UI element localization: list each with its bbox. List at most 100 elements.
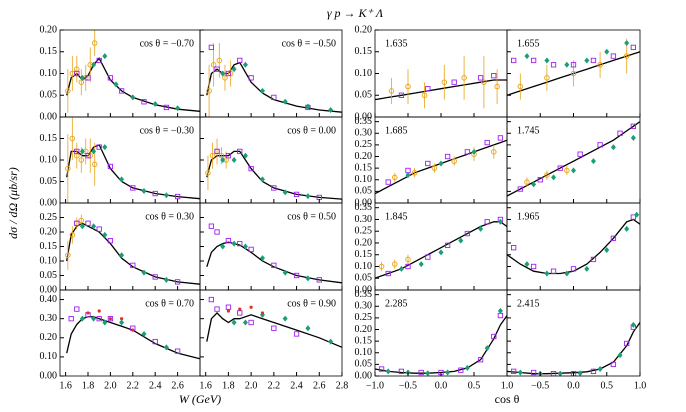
- panel-label: cos θ = 0.50: [287, 211, 336, 222]
- data-point: [208, 44, 215, 51]
- data-point: [530, 263, 537, 270]
- data-point: [624, 340, 630, 347]
- data-point: [610, 361, 617, 368]
- data-point: [557, 370, 563, 376]
- y-tick-label: 0.20: [40, 24, 58, 35]
- data-point: [590, 158, 596, 165]
- x-tick-label: 1.0: [634, 380, 647, 391]
- data-point: [584, 265, 590, 272]
- plot-area: [507, 38, 640, 100]
- data-point: [530, 57, 537, 64]
- data-point: [464, 364, 470, 371]
- plot-area: [205, 138, 342, 201]
- data-point: [222, 75, 228, 81]
- y-tick-label: 0.00: [355, 370, 373, 381]
- data-point: [259, 87, 265, 94]
- data-point: [441, 79, 448, 85]
- y-tick-label: 0.20: [40, 332, 58, 343]
- x-tick-label: 1.8: [82, 380, 95, 391]
- y-tick-label: 0.10: [355, 174, 373, 185]
- data-point: [398, 265, 404, 272]
- data-point: [328, 338, 334, 345]
- y-tick-label: 0.10: [40, 68, 58, 79]
- data-point: [91, 40, 98, 46]
- data-point: [464, 230, 471, 237]
- plot-area: [65, 30, 200, 113]
- data-point: [260, 311, 265, 315]
- data-point: [271, 325, 277, 331]
- data-point: [517, 83, 524, 90]
- x-tick-label: 2.0: [104, 380, 117, 391]
- data-point: [118, 88, 125, 94]
- x-tick-label: 1.8: [222, 380, 235, 391]
- y-tick-label: 0.35: [355, 116, 373, 127]
- data-point: [494, 83, 500, 90]
- data-point: [85, 75, 91, 81]
- data-point: [102, 53, 108, 60]
- panel-label: 1.655: [517, 38, 540, 49]
- data-point: [205, 170, 211, 176]
- data-point: [511, 57, 517, 64]
- data-point: [570, 62, 577, 68]
- data-point: [102, 144, 108, 151]
- model-curve: [375, 139, 507, 195]
- data-point: [225, 70, 232, 77]
- data-point: [590, 57, 597, 64]
- data-point: [604, 48, 610, 55]
- x-tick-label: 2.0: [245, 380, 258, 391]
- data-point: [163, 192, 169, 199]
- data-point: [174, 193, 181, 200]
- data-point: [120, 317, 124, 321]
- data-point: [85, 153, 91, 159]
- y-tick-label: 0.20: [40, 226, 58, 237]
- data-point: [248, 246, 254, 253]
- y-tick-label: 0.10: [355, 68, 373, 79]
- data-point: [597, 142, 603, 148]
- data-point: [305, 325, 311, 332]
- data-point: [497, 218, 503, 225]
- y-tick-label: 0.40: [40, 294, 58, 305]
- model-curve: [66, 144, 200, 200]
- data-point: [226, 309, 230, 313]
- x-tick-label: 2.8: [336, 380, 349, 391]
- y-tick-label: 0.15: [355, 46, 373, 57]
- y-tick-label: 0.05: [355, 90, 373, 101]
- plot-area: [206, 223, 342, 284]
- plot-area: [206, 296, 342, 348]
- data-point: [464, 149, 471, 155]
- data-point: [610, 235, 617, 241]
- data-point: [119, 252, 125, 259]
- x-axis-label: W (GeV): [179, 392, 221, 406]
- data-point: [102, 319, 108, 326]
- plot-area: [375, 56, 507, 109]
- y-tick-label: 0.00: [355, 284, 373, 295]
- y-tick-label: 0.05: [355, 359, 373, 370]
- plot-area: [375, 216, 507, 279]
- data-point: [421, 92, 428, 98]
- data-point: [511, 368, 517, 375]
- data-point: [74, 220, 80, 226]
- data-point: [237, 310, 243, 316]
- y-tick-label: 0.15: [40, 241, 58, 252]
- data-point: [163, 344, 169, 351]
- panel-label: cos θ = 0.00: [287, 125, 336, 136]
- data-point: [78, 217, 85, 224]
- y-tick-label: 0.30: [355, 214, 373, 225]
- data-point: [451, 79, 457, 85]
- data-point: [544, 270, 550, 277]
- x-tick-label: 2.6: [313, 380, 326, 391]
- model-curve: [66, 57, 200, 112]
- data-point: [537, 177, 543, 183]
- data-point: [617, 130, 623, 136]
- data-point: [210, 62, 217, 68]
- data-point: [141, 330, 147, 337]
- y-tick-label: 0.05: [355, 186, 373, 197]
- data-point: [630, 123, 637, 129]
- data-point: [405, 172, 411, 179]
- y-tick-label: 0.00: [40, 370, 58, 381]
- data-point: [491, 149, 497, 155]
- data-point: [610, 53, 617, 59]
- y-tick-label: 0.25: [355, 139, 373, 150]
- plot-area: [507, 321, 640, 376]
- x-tick-label: 2.4: [149, 380, 162, 391]
